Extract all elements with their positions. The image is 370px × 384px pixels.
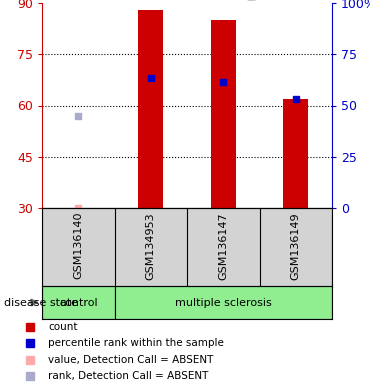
Text: multiple sclerosis: multiple sclerosis (175, 298, 272, 308)
Text: value, Detection Call = ABSENT: value, Detection Call = ABSENT (48, 355, 213, 365)
Bar (42, 286, 114, 319)
Bar (211, 20, 236, 208)
Bar (138, 10, 164, 208)
Text: count: count (48, 322, 78, 332)
Text: control: control (59, 298, 98, 308)
Text: percentile rank within the sample: percentile rank within the sample (48, 338, 224, 348)
Text: GSM136140: GSM136140 (73, 212, 83, 280)
Text: rank, Detection Call = ABSENT: rank, Detection Call = ABSENT (48, 371, 208, 381)
Text: GSM134953: GSM134953 (146, 212, 156, 280)
Bar (283, 99, 309, 208)
Text: GSM136147: GSM136147 (218, 212, 228, 280)
Text: disease state: disease state (4, 298, 78, 308)
Bar (114, 286, 332, 319)
Text: GSM136149: GSM136149 (291, 212, 301, 280)
